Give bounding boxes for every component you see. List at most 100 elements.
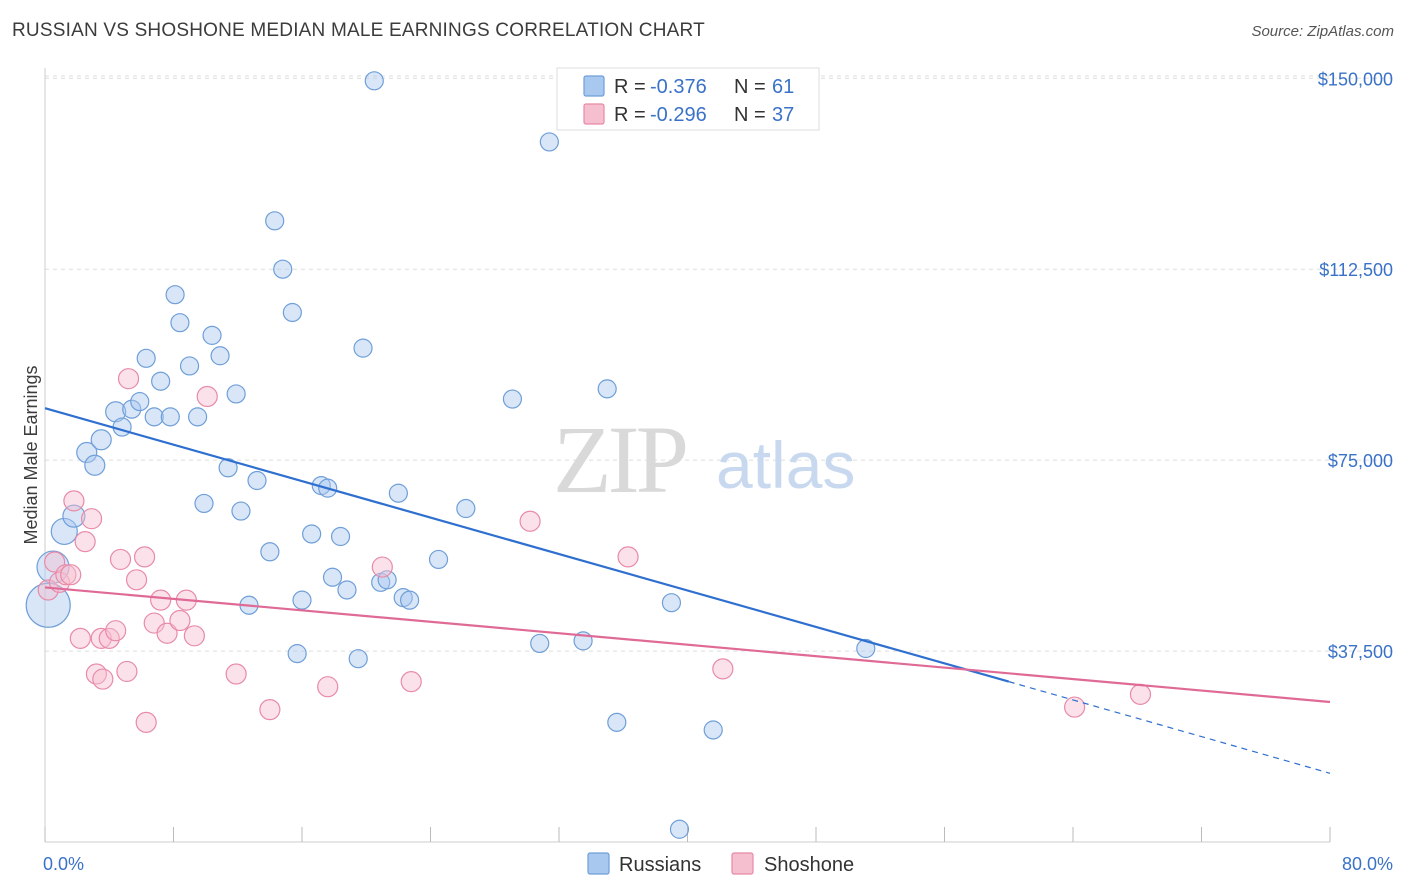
shoshone-trend-line: [44, 586, 1331, 704]
russians-point: [388, 483, 408, 503]
russians-point: [428, 549, 449, 570]
shoshone-point: [63, 490, 85, 512]
shoshone-point: [133, 546, 156, 568]
series-legend: Russians Shoshone: [587, 852, 854, 876]
russians-point: [210, 346, 230, 366]
russians-point: [247, 470, 267, 491]
shoshone-point: [617, 546, 639, 568]
russians-point: [170, 313, 190, 333]
shoshone-point: [55, 564, 77, 586]
x-tick-label: 0.0%: [43, 854, 84, 874]
russians-point: [265, 211, 285, 231]
shoshone-point: [371, 556, 393, 578]
y-tick-label: $75,000: [1328, 451, 1393, 471]
russians-point: [597, 379, 617, 399]
shoshone-point: [317, 676, 339, 698]
russians-point: [62, 504, 86, 528]
legend-r-label: R =: [614, 76, 646, 98]
russians-point: [187, 407, 208, 427]
shoshone-point: [109, 548, 132, 571]
x-tick-label: 80.0%: [1342, 854, 1393, 874]
russians-point: [502, 389, 523, 409]
shoshone-point: [156, 622, 178, 644]
russians-point: [322, 567, 343, 587]
russians-point: [377, 570, 397, 590]
y-axis-label: Median Male Earnings: [21, 365, 41, 544]
russians-point: [25, 582, 71, 628]
russians-point: [90, 429, 112, 451]
russians-point: [112, 417, 132, 437]
shoshone-point: [80, 508, 103, 530]
series-legend-label-russians: Russians: [619, 854, 701, 876]
shoshone-point: [74, 531, 96, 553]
shoshone-point: [116, 660, 138, 683]
russians-point: [703, 720, 723, 740]
russians-point: [273, 259, 293, 279]
stats-legend: R = -0.376 N = 61 R = -0.296 N = 37: [556, 67, 820, 131]
shoshone-point: [712, 658, 734, 680]
russians-point: [151, 371, 171, 391]
legend-swatch-shoshone: [583, 103, 605, 125]
russians-point: [353, 338, 373, 358]
y-tick-labels: $37,500 $75,000 $112,500 $150,000: [1318, 69, 1393, 662]
shoshone-point: [1129, 683, 1152, 705]
russians-point: [282, 302, 302, 323]
axes: [44, 68, 1331, 843]
shoshone-point: [169, 609, 191, 632]
legend-n-value: 61: [772, 76, 794, 98]
source-note: Source: ZipAtlas.com: [1251, 23, 1394, 40]
legend-n-value: 37: [772, 104, 794, 126]
scatter-points: [25, 71, 1152, 839]
shoshone-point: [259, 699, 281, 721]
shoshone-point: [125, 569, 148, 591]
shoshone-point: [69, 627, 91, 649]
russians-point: [165, 285, 185, 305]
russians-point: [856, 638, 876, 659]
russians-point: [456, 498, 476, 519]
russians-point: [330, 526, 351, 547]
grid-lines: [45, 75, 1392, 652]
shoshone-point: [60, 564, 82, 586]
russians-point: [337, 580, 357, 600]
russians-point: [661, 593, 682, 613]
russians-point: [400, 590, 420, 610]
russians-point: [226, 384, 246, 404]
legend-swatch-russians: [583, 75, 605, 97]
legend-n-label: N =: [734, 104, 766, 126]
shoshone-point: [150, 589, 172, 611]
russians-point: [607, 712, 627, 732]
russians-point: [364, 71, 384, 91]
russians-point: [530, 633, 550, 654]
chart-title: RUSSIAN VS SHOSHONE MEDIAN MALE EARNINGS…: [12, 20, 705, 41]
russians-point: [179, 356, 200, 376]
x-tick-labels: 0.0% 80.0%: [43, 854, 1393, 874]
russians-point: [287, 644, 307, 664]
russians-point: [202, 325, 222, 345]
watermark: ZIP atlas: [553, 406, 855, 513]
trend-lines: [44, 407, 1331, 774]
russians-point: [76, 441, 98, 464]
watermark-atlas: atlas: [716, 428, 855, 502]
shoshone-point: [400, 671, 422, 693]
watermark-zip: ZIP: [553, 406, 686, 513]
russians-point: [292, 590, 312, 610]
russians-point: [105, 401, 127, 423]
russians-point: [130, 391, 150, 412]
russians-point: [50, 517, 78, 546]
shoshone-point: [519, 510, 541, 532]
legend-n-label: N =: [734, 76, 766, 98]
russians-point: [218, 458, 238, 478]
shoshone-point: [225, 663, 247, 685]
russians-trend-extension: [1008, 681, 1331, 774]
russians-point: [539, 132, 559, 152]
shoshone-point: [92, 668, 114, 690]
y-tick-label: $37,500: [1328, 642, 1393, 662]
shoshone-point: [117, 368, 140, 390]
russians-point: [669, 819, 690, 839]
russians-point: [144, 407, 164, 427]
russians-point: [260, 542, 280, 562]
series-legend-swatch-shoshone: [731, 852, 754, 875]
legend-r-label: R =: [614, 104, 646, 126]
y-tick-label: $150,000: [1318, 69, 1393, 89]
shoshone-point: [135, 711, 157, 733]
